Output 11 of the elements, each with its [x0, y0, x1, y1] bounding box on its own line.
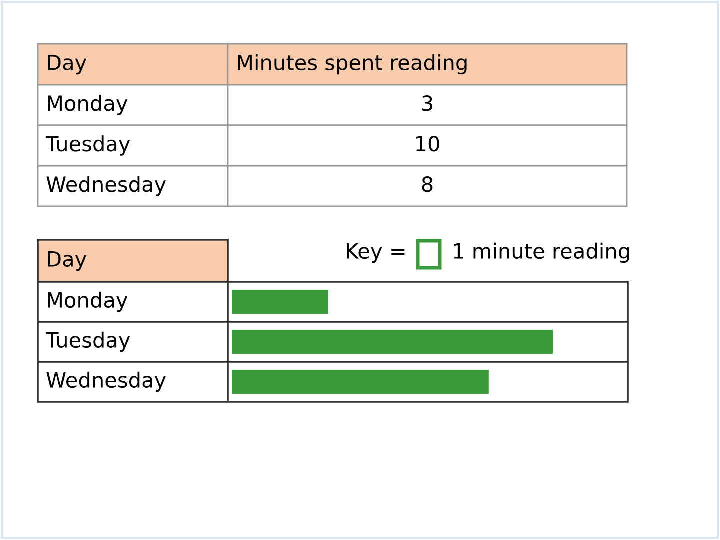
- y-axis-title: Day: [48, 252, 87, 272]
- y-tick-label: Wednesday: [46, 372, 166, 392]
- text: Key =: [347, 244, 405, 264]
- text: Minutes spent reading: [238, 54, 467, 75]
- y-tick-label: Monday: [48, 292, 128, 312]
- text: 10: [416, 136, 440, 152]
- text: 8: [422, 176, 433, 192]
- text: Day: [48, 55, 87, 75]
- text: 3: [422, 96, 432, 112]
- text: 1 minute reading: [454, 242, 630, 264]
- y-tick-label: Tuesday: [46, 332, 130, 352]
